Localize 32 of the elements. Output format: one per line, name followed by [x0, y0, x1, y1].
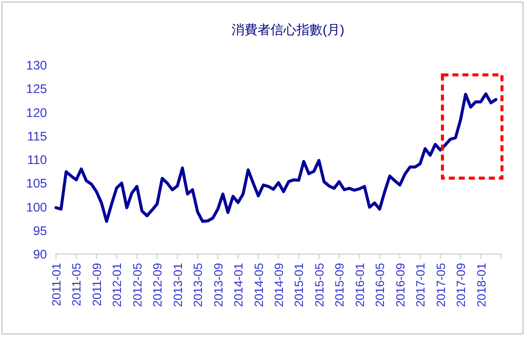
x-tick-label: 2017-05 [434, 262, 448, 308]
x-tick-label: 2012-01 [110, 262, 124, 308]
y-tick-label: 130 [26, 58, 48, 72]
y-tick-label: 95 [33, 224, 48, 238]
x-tick-label: 2014-01 [232, 262, 246, 308]
x-tick-label: 2016-09 [393, 262, 408, 308]
y-tick-label: 120 [26, 106, 48, 120]
x-tick-label: 2013-09 [211, 262, 226, 308]
x-tick-label: 2013-01 [170, 262, 185, 308]
x-tick-label: 2011-05 [70, 262, 84, 306]
x-tick-label: 2016-05 [373, 262, 388, 308]
x-tick-label: 2013-05 [191, 262, 206, 308]
y-tick-label: 115 [27, 129, 48, 144]
x-tick-label: 2017-01 [414, 262, 428, 308]
x-tick-label: 2011-01 [50, 262, 64, 306]
title: 消費者信心指數(月) [232, 22, 344, 37]
x-tick-label: 2014-05 [252, 262, 266, 308]
x-tick-label: 2015-01 [292, 262, 306, 308]
y-tick-label: 90 [33, 248, 48, 262]
x-tick-label: 2012-05 [130, 262, 144, 308]
x-tick-label: 2017-09 [454, 262, 468, 308]
x-tick-label: 2016-01 [352, 262, 367, 308]
x-tick-label: 2011-09 [90, 262, 104, 306]
x-tick-label: 2015-05 [312, 262, 326, 308]
x-tick-label: 2015-09 [332, 262, 347, 308]
y-tick-label: 100 [26, 200, 48, 214]
x-tick-label: 2018-01 [474, 262, 488, 308]
y-tick-label: 110 [27, 153, 48, 167]
x-tick-label: 2014-09 [272, 262, 286, 308]
y-tick-label: 105 [26, 176, 48, 191]
x-tick-label: 2012-09 [150, 262, 165, 308]
y-tick-label: 125 [26, 82, 48, 96]
